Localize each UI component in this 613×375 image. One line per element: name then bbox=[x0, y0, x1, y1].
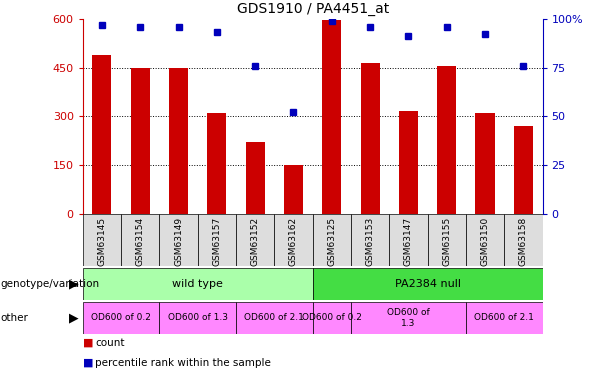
Text: OD600 of 0.2: OD600 of 0.2 bbox=[91, 314, 151, 322]
Bar bbox=[207, 113, 226, 214]
Text: GSM63158: GSM63158 bbox=[519, 216, 528, 266]
FancyBboxPatch shape bbox=[351, 302, 466, 334]
Text: OD600 of 0.2: OD600 of 0.2 bbox=[302, 314, 362, 322]
FancyBboxPatch shape bbox=[197, 214, 236, 266]
FancyBboxPatch shape bbox=[159, 302, 236, 334]
FancyBboxPatch shape bbox=[389, 214, 428, 266]
Text: wild type: wild type bbox=[172, 279, 223, 289]
FancyBboxPatch shape bbox=[236, 302, 313, 334]
FancyBboxPatch shape bbox=[466, 302, 543, 334]
Bar bbox=[131, 68, 150, 214]
Text: percentile rank within the sample: percentile rank within the sample bbox=[95, 358, 271, 368]
FancyBboxPatch shape bbox=[428, 214, 466, 266]
FancyBboxPatch shape bbox=[351, 214, 389, 266]
Bar bbox=[169, 68, 188, 214]
Text: OD600 of 2.1: OD600 of 2.1 bbox=[245, 314, 304, 322]
Text: PA2384 null: PA2384 null bbox=[395, 279, 460, 289]
FancyBboxPatch shape bbox=[313, 214, 351, 266]
FancyBboxPatch shape bbox=[236, 214, 275, 266]
Text: GSM63155: GSM63155 bbox=[442, 216, 451, 266]
Bar bbox=[246, 142, 265, 214]
Text: GSM63157: GSM63157 bbox=[212, 216, 221, 266]
Text: GSM63150: GSM63150 bbox=[481, 216, 490, 266]
FancyBboxPatch shape bbox=[121, 214, 159, 266]
Text: GSM63147: GSM63147 bbox=[404, 216, 413, 266]
Text: GSM63149: GSM63149 bbox=[174, 216, 183, 266]
Title: GDS1910 / PA4451_at: GDS1910 / PA4451_at bbox=[237, 2, 389, 16]
FancyBboxPatch shape bbox=[504, 214, 543, 266]
Text: GSM63125: GSM63125 bbox=[327, 216, 337, 266]
FancyBboxPatch shape bbox=[83, 268, 313, 300]
FancyBboxPatch shape bbox=[83, 302, 159, 334]
Bar bbox=[322, 20, 341, 214]
Text: GSM63152: GSM63152 bbox=[251, 216, 260, 266]
FancyBboxPatch shape bbox=[275, 214, 313, 266]
Text: ■: ■ bbox=[83, 338, 93, 348]
FancyBboxPatch shape bbox=[466, 214, 504, 266]
Text: other: other bbox=[1, 313, 28, 323]
Text: ■: ■ bbox=[83, 358, 93, 368]
Text: ▶: ▶ bbox=[69, 311, 78, 324]
Text: OD600 of
1.3: OD600 of 1.3 bbox=[387, 308, 430, 327]
Bar bbox=[284, 165, 303, 214]
Text: genotype/variation: genotype/variation bbox=[1, 279, 100, 289]
Bar bbox=[360, 63, 379, 214]
Text: OD600 of 1.3: OD600 of 1.3 bbox=[168, 314, 227, 322]
Text: OD600 of 2.1: OD600 of 2.1 bbox=[474, 314, 534, 322]
FancyBboxPatch shape bbox=[313, 302, 351, 334]
FancyBboxPatch shape bbox=[83, 214, 121, 266]
Bar bbox=[399, 111, 418, 214]
Bar bbox=[93, 54, 112, 214]
Text: count: count bbox=[95, 338, 124, 348]
Bar bbox=[437, 66, 456, 214]
Bar bbox=[514, 126, 533, 214]
Text: GSM63162: GSM63162 bbox=[289, 216, 298, 266]
Text: GSM63145: GSM63145 bbox=[97, 216, 107, 266]
Text: GSM63154: GSM63154 bbox=[135, 216, 145, 266]
FancyBboxPatch shape bbox=[313, 268, 543, 300]
FancyBboxPatch shape bbox=[159, 214, 197, 266]
Bar bbox=[476, 113, 495, 214]
Text: GSM63153: GSM63153 bbox=[365, 216, 375, 266]
Text: ▶: ▶ bbox=[69, 278, 78, 291]
